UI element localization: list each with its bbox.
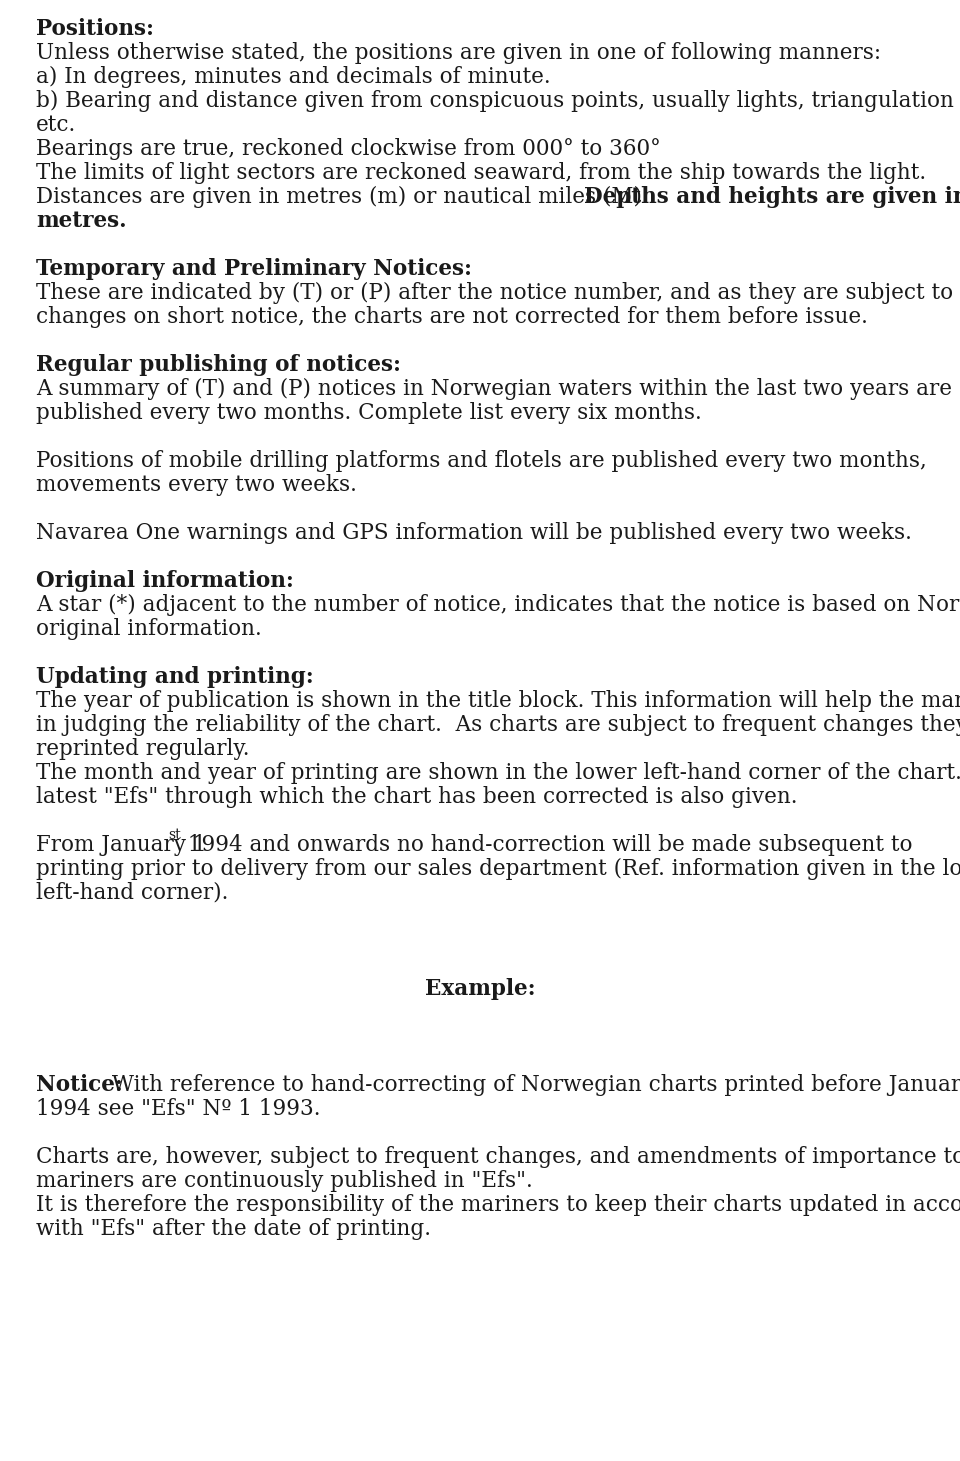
Text: mariners are continuously published in "Efs".: mariners are continuously published in "… <box>36 1170 533 1192</box>
Text: The limits of light sectors are reckoned seaward, from the ship towards the ligh: The limits of light sectors are reckoned… <box>36 162 926 184</box>
Text: in judging the reliability of the chart.  As charts are subject to frequent chan: in judging the reliability of the chart.… <box>36 714 960 736</box>
Text: Charts are, however, subject to frequent changes, and amendments of importance t: Charts are, however, subject to frequent… <box>36 1145 960 1167</box>
Text: left-hand corner).: left-hand corner). <box>36 882 228 904</box>
Text: Bearings are true, reckoned clockwise from 000° to 360°: Bearings are true, reckoned clockwise fr… <box>36 137 660 161</box>
Text: 1994 see "Efs" Nº 1 1993.: 1994 see "Efs" Nº 1 1993. <box>36 1099 321 1121</box>
Text: Unless otherwise stated, the positions are given in one of following manners:: Unless otherwise stated, the positions a… <box>36 42 881 64</box>
Text: These are indicated by (T) or (P) after the notice number, and as they are subje: These are indicated by (T) or (P) after … <box>36 282 953 304</box>
Text: With reference to hand-correcting of Norwegian charts printed before January: With reference to hand-correcting of Nor… <box>106 1074 960 1096</box>
Text: etc.: etc. <box>36 114 76 136</box>
Text: Positions:: Positions: <box>36 18 154 39</box>
Text: It is therefore the responsibility of the mariners to keep their charts updated : It is therefore the responsibility of th… <box>36 1194 960 1216</box>
Text: printing prior to delivery from our sales department (Ref. information given in : printing prior to delivery from our sale… <box>36 858 960 880</box>
Text: Depths and heights are given in: Depths and heights are given in <box>585 186 960 207</box>
Text: Notice:: Notice: <box>36 1074 123 1096</box>
Text: st: st <box>168 828 181 842</box>
Text: Temporary and Preliminary Notices:: Temporary and Preliminary Notices: <box>36 259 472 281</box>
Text: Positions of mobile drilling platforms and flotels are published every two month: Positions of mobile drilling platforms a… <box>36 450 926 472</box>
Text: published every two months. Complete list every six months.: published every two months. Complete lis… <box>36 402 702 424</box>
Text: original information.: original information. <box>36 618 262 640</box>
Text: a) In degrees, minutes and decimals of minute.: a) In degrees, minutes and decimals of m… <box>36 66 551 88</box>
Text: with "Efs" after the date of printing.: with "Efs" after the date of printing. <box>36 1218 431 1240</box>
Text: Regular publishing of notices:: Regular publishing of notices: <box>36 354 401 375</box>
Text: A star (*) adjacent to the number of notice, indicates that the notice is based : A star (*) adjacent to the number of not… <box>36 595 960 617</box>
Text: Original information:: Original information: <box>36 570 294 592</box>
Text: From January 1: From January 1 <box>36 834 206 856</box>
Text: The month and year of printing are shown in the lower left-hand corner of the ch: The month and year of printing are shown… <box>36 763 960 785</box>
Text: Updating and printing:: Updating and printing: <box>36 666 314 688</box>
Text: Distances are given in metres (m) or nautical miles (M).: Distances are given in metres (m) or nau… <box>36 186 662 207</box>
Text: Navarea One warnings and GPS information will be published every two weeks.: Navarea One warnings and GPS information… <box>36 522 912 543</box>
Text: movements every two weeks.: movements every two weeks. <box>36 473 357 495</box>
Text: Example:: Example: <box>424 977 536 999</box>
Text: b) Bearing and distance given from conspicuous points, usually lights, triangula: b) Bearing and distance given from consp… <box>36 91 960 112</box>
Text: reprinted regularly.: reprinted regularly. <box>36 738 250 760</box>
Text: A summary of (T) and (P) notices in Norwegian waters within the last two years a: A summary of (T) and (P) notices in Norw… <box>36 378 952 400</box>
Text: 1994 and onwards no hand-correction will be made subsequent to: 1994 and onwards no hand-correction will… <box>180 834 912 856</box>
Text: latest "Efs" through which the chart has been corrected is also given.: latest "Efs" through which the chart has… <box>36 786 798 808</box>
Text: changes on short notice, the charts are not corrected for them before issue.: changes on short notice, the charts are … <box>36 305 868 329</box>
Text: The year of publication is shown in the title block. This information will help : The year of publication is shown in the … <box>36 690 960 712</box>
Text: metres.: metres. <box>36 210 127 232</box>
